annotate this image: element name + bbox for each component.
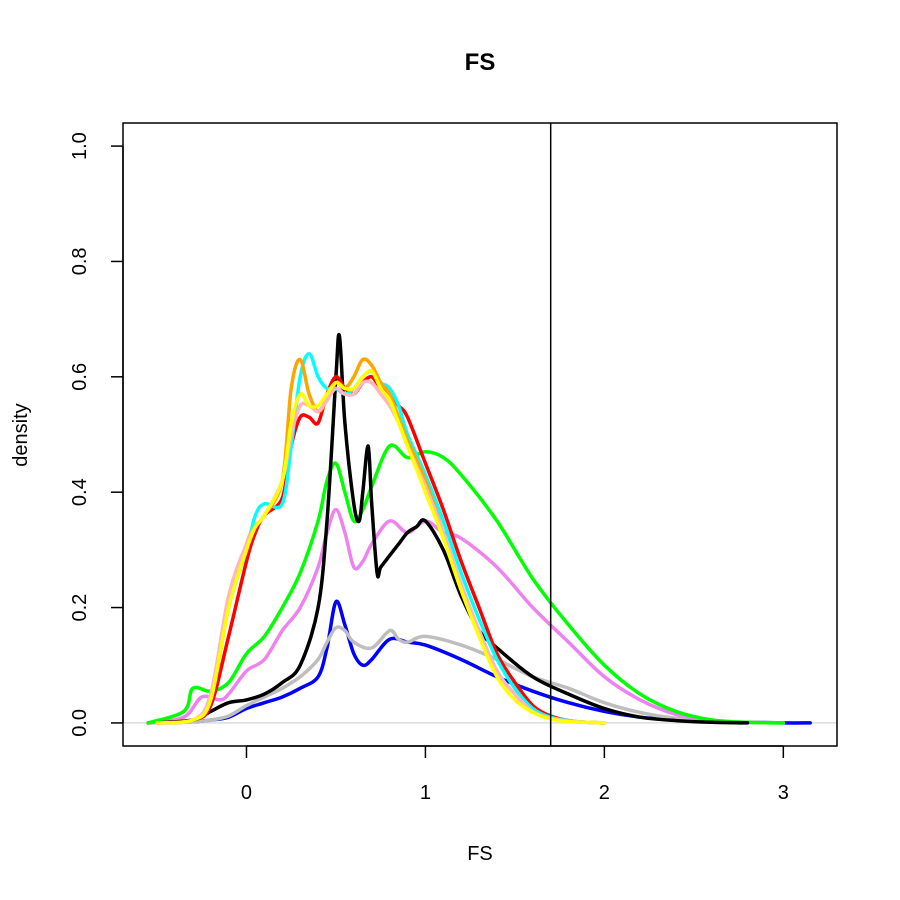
y-tick-label: 0.6 (69, 363, 91, 391)
density-line-5 (155, 332, 750, 725)
x-tick-label: 0 (241, 782, 252, 804)
axes: 0 1 2 3 0.0 0.2 0.4 0.6 0.8 1.0 (69, 132, 789, 804)
density-line-7 (155, 351, 607, 725)
y-axis-label: density (10, 403, 32, 466)
x-tick-label: 3 (778, 782, 789, 804)
y-tick-label: 0.8 (69, 247, 91, 275)
y-tick-label: 0.4 (69, 478, 91, 506)
plot-area (123, 123, 837, 746)
density-line-3 (146, 507, 786, 725)
density-line-4 (146, 443, 786, 725)
y-tick-label: 0.0 (69, 709, 91, 737)
x-axis-label: FS (467, 843, 493, 865)
density-line-10 (155, 368, 607, 725)
chart-title: FS (465, 49, 496, 76)
x-tick-label: 1 (420, 782, 431, 804)
density-line-6 (155, 374, 607, 725)
density-line-9 (155, 379, 607, 725)
density-line-8 (155, 357, 607, 725)
density-line-2 (146, 625, 786, 725)
y-tick-label: 0.2 (69, 594, 91, 622)
x-tick-label: 2 (599, 782, 610, 804)
y-tick-label: 1.0 (69, 132, 91, 160)
